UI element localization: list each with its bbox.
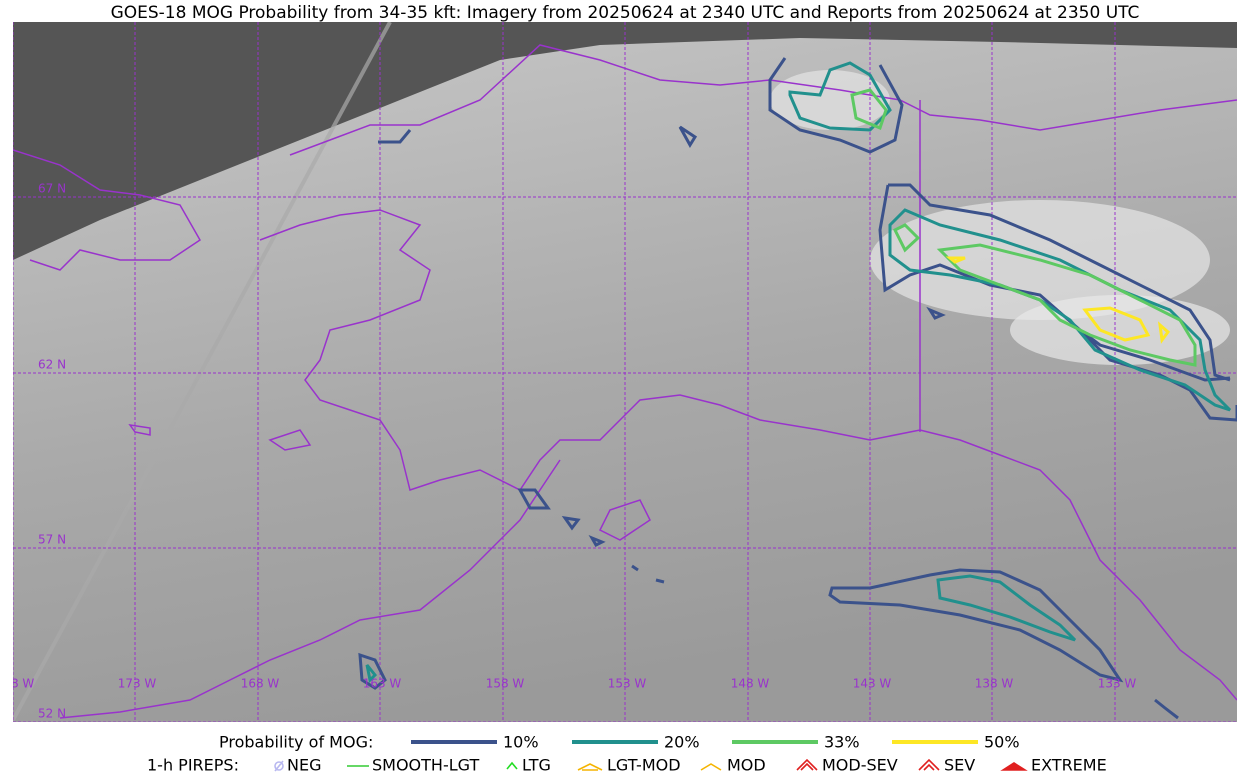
contour xyxy=(926,306,946,320)
lat-label: 52 N xyxy=(38,707,66,721)
contour xyxy=(828,568,1124,683)
pirep-icon xyxy=(1000,762,1028,771)
contour xyxy=(936,574,1077,642)
map: 67 N 62 N 57 N 52 N 178 W 173 W 168 W 163 W 158 … xyxy=(0,22,1237,722)
contour xyxy=(788,61,892,132)
contour xyxy=(888,183,1231,382)
lon-label: 143 W xyxy=(853,677,892,691)
lon-label: 163 W xyxy=(363,677,402,691)
contour xyxy=(378,129,412,144)
pirep-icon xyxy=(577,763,603,771)
lon-label: 168 W xyxy=(241,677,280,691)
legend: Probability of MOG: 10% 20% 33% 50% 1-h PIREP… xyxy=(147,733,1107,775)
legend-label: LGT-MOD xyxy=(607,756,681,775)
title: GOES-18 MOG Probability from 34-35 kft: … xyxy=(111,3,1140,23)
pirep-icon xyxy=(274,760,284,772)
lon-label: 153 W xyxy=(608,677,647,691)
legend-title: 1-h PIREPS: xyxy=(147,756,239,775)
contour xyxy=(365,664,378,684)
lon-label: 173 W xyxy=(118,677,157,691)
contour xyxy=(358,652,387,690)
lon-label: 148 W xyxy=(731,677,770,691)
no-data-region xyxy=(13,22,1237,260)
lat-label: 67 N xyxy=(38,182,66,196)
contour xyxy=(768,57,904,154)
pirep-icon xyxy=(700,763,722,771)
contour xyxy=(1154,698,1179,720)
contour xyxy=(888,208,1232,412)
lon-label: 178 W xyxy=(0,677,34,691)
scan-artifact xyxy=(13,22,392,721)
contour xyxy=(945,256,1171,344)
pirep-icon xyxy=(506,761,518,770)
lon-label: 133 W xyxy=(1098,677,1137,691)
legend-label: 33% xyxy=(824,733,860,752)
legend-label: LTG xyxy=(522,756,551,775)
legend-title: Probability of MOG: xyxy=(219,733,373,752)
lon-label: 158 W xyxy=(486,677,525,691)
legend-label: SMOOTH-LGT xyxy=(372,756,479,775)
lon-label: 138 W xyxy=(975,677,1014,691)
legend-label: MOD xyxy=(727,756,766,775)
legend-label: 50% xyxy=(984,733,1020,752)
legend-label: EXTREME xyxy=(1031,756,1107,775)
contour xyxy=(517,488,665,584)
contour xyxy=(678,125,698,148)
pirep-icon xyxy=(918,758,940,771)
lat-label: 57 N xyxy=(38,533,66,547)
legend-label: MOD-SEV xyxy=(822,756,898,775)
legend-label: 10% xyxy=(503,733,539,752)
legend-label: 20% xyxy=(664,733,700,752)
legend-label: NEG xyxy=(287,756,321,775)
pirep-icon xyxy=(796,758,818,771)
legend-label: SEV xyxy=(944,756,975,775)
lat-label: 62 N xyxy=(38,358,66,372)
contour xyxy=(850,88,888,131)
contour xyxy=(892,223,1197,367)
cloud xyxy=(1010,295,1230,365)
